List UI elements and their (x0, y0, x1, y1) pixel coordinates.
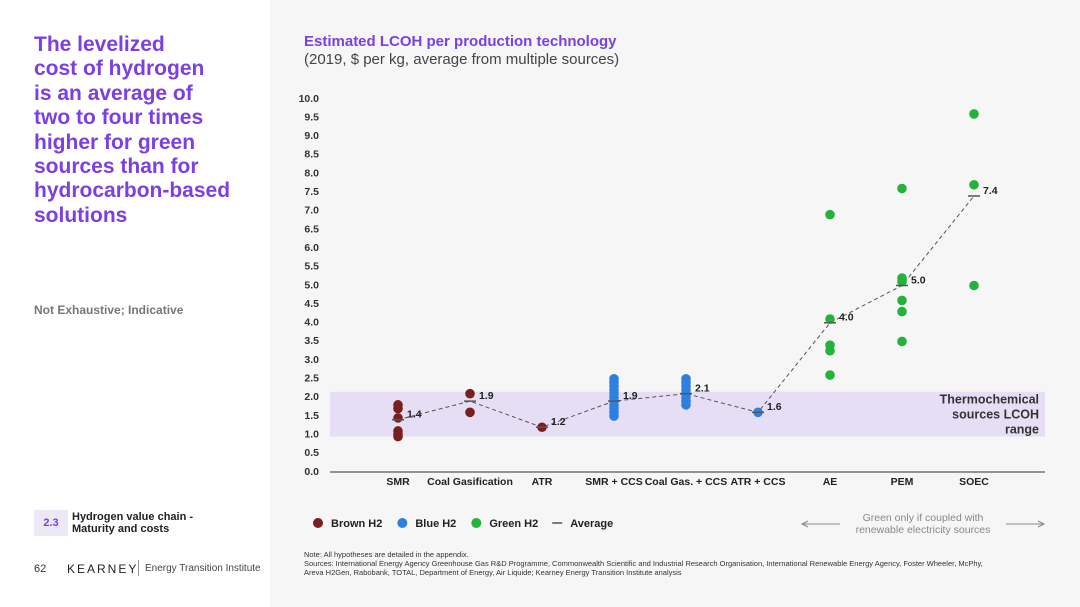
dot (609, 373, 619, 384)
dot (897, 295, 907, 306)
sources: Sources: International Energy Agency Gre… (304, 559, 983, 577)
average-label: 1.9 (479, 390, 494, 402)
title-line: hydrocarbon-based (34, 179, 231, 203)
y-tick-label: 1.5 (304, 410, 319, 422)
dot (465, 407, 475, 418)
x-tick-label: PEM (891, 476, 914, 488)
arrow-right (1006, 520, 1046, 528)
legend-label: Average (570, 518, 613, 530)
average-label: 5.0 (911, 274, 926, 286)
title-line: The levelized (34, 33, 165, 56)
y-tick-label: 6.0 (304, 242, 319, 254)
average-label: 1.6 (767, 401, 782, 413)
y-tick-label: 7.0 (304, 205, 319, 217)
x-tick-label: Coal Gas. + CCS (645, 476, 728, 488)
y-tick-label: 4.5 (304, 298, 319, 310)
average-label: 4.0 (839, 312, 854, 324)
dot (969, 280, 979, 291)
dot (825, 370, 835, 380)
band-label: sources LCOH (952, 407, 1039, 421)
slide-subtitle: Not Exhaustive; Indicative (34, 303, 184, 317)
y-tick-label: 0.5 (304, 447, 319, 459)
x-tick-label: AE (823, 476, 838, 488)
legend-label: Blue H2 (415, 518, 456, 530)
title-line: solutions (34, 203, 128, 227)
title-line: sources than for (34, 155, 199, 179)
legend-swatch (397, 518, 408, 528)
average-label: 7.4 (983, 185, 998, 197)
x-tick-label: ATR + CCS (731, 476, 786, 488)
institute: Energy Transition Institute (145, 563, 261, 574)
average-line (397, 195, 975, 428)
brand: KEARNEY (67, 562, 139, 576)
legend-swatch (313, 518, 323, 528)
title-line: is an average of (34, 81, 193, 105)
average-label: 2.1 (695, 382, 710, 394)
y-tick-label: 9.5 (304, 111, 319, 123)
y-tick-label: 6.5 (304, 223, 319, 235)
x-tick-label: ATR (532, 476, 553, 488)
legend-note: Green only if coupled with (863, 512, 984, 524)
page-number: 62 (34, 563, 47, 575)
dot (969, 109, 979, 119)
dot (897, 306, 907, 317)
notes: Note: All hypotheses are detailed in the… (304, 550, 1004, 577)
legend-label: Green H2 (489, 518, 538, 530)
section-number: 2.3 (34, 510, 68, 536)
dot (897, 183, 907, 194)
y-tick-label: 9.0 (304, 130, 319, 142)
y-tick-label: 3.5 (304, 335, 319, 347)
title-line: cost of hydrogen (34, 57, 205, 81)
band-label: range (1005, 422, 1039, 436)
y-tick-label: 8.5 (304, 149, 319, 161)
chart: Estimated LCOH per production technology… (299, 33, 1046, 536)
legend-swatch (471, 518, 482, 528)
dot (825, 345, 835, 356)
dot (393, 431, 403, 442)
slide-title: The levelized cost of hydrogen is an avera… (34, 33, 230, 228)
x-tick-label: Coal Gasification (427, 476, 513, 488)
chart-title: Estimated LCOH per production technology (304, 33, 617, 50)
dot (681, 373, 691, 384)
x-tick-label: SOEC (959, 476, 989, 488)
average-label: 1.9 (623, 390, 638, 402)
dot (393, 413, 403, 423)
dot (465, 388, 475, 399)
y-tick-label: 8.0 (304, 167, 319, 179)
chart-subtitle: (2019, $ per kg, average from multiple s… (304, 51, 619, 68)
dot (897, 276, 907, 287)
arrow-left (800, 520, 840, 528)
title-line: higher for green (34, 130, 196, 154)
y-tick-label: 5.0 (304, 279, 319, 291)
y-tick-label: 5.5 (304, 261, 319, 273)
left-panel: The levelized cost of hydrogen is an avera… (0, 0, 270, 607)
y-tick-label: 2.5 (304, 373, 319, 385)
y-tick-label: 4.0 (304, 317, 319, 329)
y-tick-label: 3.0 (304, 354, 319, 366)
y-tick-label: 7.5 (304, 186, 319, 198)
y-tick-label: 10.0 (299, 93, 320, 105)
section-label: Hydrogen value chain - Maturity and cost… (72, 511, 194, 535)
dot (393, 403, 403, 414)
legend-label: Brown H2 (331, 518, 382, 530)
note: Note: All hypotheses are detailed in the… (304, 550, 469, 559)
x-tick-label: SMR (386, 476, 410, 488)
dot (969, 179, 979, 190)
average-label: 1.4 (407, 409, 422, 421)
title-line: two to four times (34, 106, 204, 130)
dot (825, 209, 835, 220)
x-tick-label: SMR + CCS (585, 476, 642, 488)
divider (138, 560, 139, 576)
y-tick-label: 0.0 (304, 466, 319, 478)
dot (825, 314, 835, 324)
dot (897, 336, 907, 347)
legend-note: renewable electricity sources (856, 524, 991, 536)
band-label: Thermochemical (940, 392, 1039, 406)
average-label: 1.2 (551, 416, 566, 428)
y-tick-label: 1.0 (304, 428, 319, 440)
y-tick-label: 2.0 (304, 391, 319, 403)
